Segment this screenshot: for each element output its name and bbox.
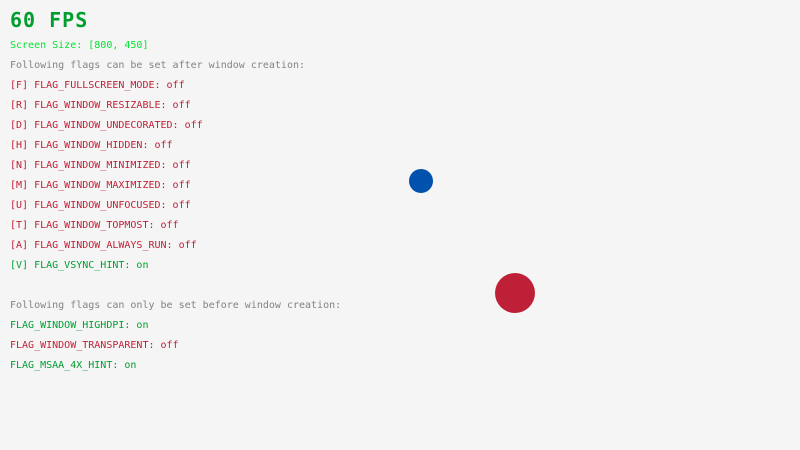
- flag-line-fullscreen-mode: [F] FLAG_FULLSCREEN_MODE: off: [10, 80, 185, 91]
- flag-line-window-unfocused: [U] FLAG_WINDOW_UNFOCUSED: off: [10, 200, 191, 211]
- section-before-header: Following flags can only be set before w…: [10, 300, 342, 311]
- flag-line-window-resizable: [R] FLAG_WINDOW_RESIZABLE: off: [10, 100, 191, 111]
- flag-line-window-highdpi: FLAG_WINDOW_HIGHDPI: on: [10, 320, 149, 331]
- section-after-header: Following flags can be set after window …: [10, 60, 306, 71]
- flag-line-window-maximized: [M] FLAG_WINDOW_MAXIMIZED: off: [10, 180, 191, 191]
- flag-line-msaa-4x-hint: FLAG_MSAA_4X_HINT: on: [10, 360, 137, 371]
- blue-ball: [409, 169, 433, 193]
- flag-line-window-minimized: [N] FLAG_WINDOW_MINIMIZED: off: [10, 160, 191, 171]
- flag-line-window-transparent: FLAG_WINDOW_TRANSPARENT: off: [10, 340, 179, 351]
- flag-line-window-always-run: [A] FLAG_WINDOW_ALWAYS_RUN: off: [10, 240, 197, 251]
- flag-line-window-undecorated: [D] FLAG_WINDOW_UNDECORATED: off: [10, 120, 203, 131]
- red-circle: [495, 273, 535, 313]
- flag-line-window-topmost: [T] FLAG_WINDOW_TOPMOST: off: [10, 220, 179, 231]
- screen-size-label: Screen Size: [800, 450]: [10, 40, 149, 51]
- flag-line-window-hidden: [H] FLAG_WINDOW_HIDDEN: off: [10, 140, 173, 151]
- flag-line-vsync-hint: [V] FLAG_VSYNC_HINT: on: [10, 260, 149, 271]
- fps-counter: 60 FPS: [10, 8, 89, 32]
